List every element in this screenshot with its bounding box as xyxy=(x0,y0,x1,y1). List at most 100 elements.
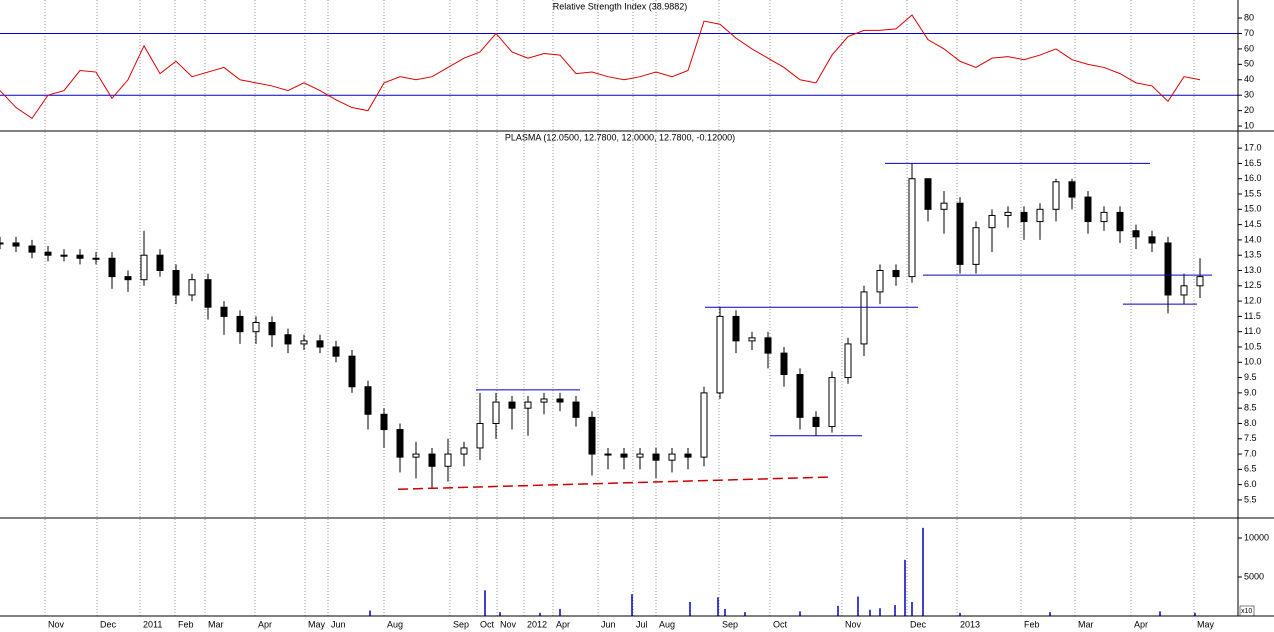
candle-body xyxy=(124,276,132,281)
candle-body xyxy=(588,416,596,455)
y-tick-label: 10.0 xyxy=(1244,357,1262,367)
y-tick-label: 11.5 xyxy=(1244,311,1261,321)
candle-body xyxy=(268,322,276,336)
y-tick-label: 14.5 xyxy=(1244,219,1262,229)
candle-body xyxy=(1052,181,1060,210)
candle-body xyxy=(332,346,340,357)
volume-bar xyxy=(1194,612,1196,616)
candle-body xyxy=(1084,196,1092,223)
x-tick-label: Dec xyxy=(100,619,117,629)
x-tick-label: Apr xyxy=(1134,619,1148,629)
candle-body xyxy=(764,337,772,354)
volume-bar xyxy=(894,605,896,616)
candle-body xyxy=(92,257,100,260)
candle-body xyxy=(892,270,900,278)
candle-body xyxy=(12,242,20,247)
x-tick-label: 2011 xyxy=(143,619,162,629)
x-tick-label: Feb xyxy=(1024,619,1040,629)
volume-bar xyxy=(484,590,486,616)
candle-body xyxy=(924,178,932,210)
x-tick-label: Sep xyxy=(453,619,469,629)
y-tick-label: 30 xyxy=(1244,90,1254,100)
candle-body xyxy=(524,401,532,409)
y-tick-label: 10.5 xyxy=(1244,341,1262,351)
y-tick-label: 17.0 xyxy=(1244,143,1262,153)
candle-body xyxy=(60,254,68,257)
candle-body xyxy=(204,279,212,308)
volume-bar xyxy=(879,608,881,616)
candle-body xyxy=(908,178,916,278)
volume-bar xyxy=(539,612,541,616)
x-tick-label: Apr xyxy=(258,619,272,629)
y-tick-label: 11.0 xyxy=(1244,326,1261,336)
y-tick-label: 20 xyxy=(1244,105,1254,115)
candle-body xyxy=(380,413,388,431)
y-tick-label: 40 xyxy=(1244,74,1254,84)
candle-body xyxy=(780,352,788,376)
y-tick-label: 8.0 xyxy=(1244,418,1257,428)
y-tick-label: 7.0 xyxy=(1244,448,1257,458)
candle-body xyxy=(364,386,372,415)
pane-title: Relative Strength Index (38.9882) xyxy=(553,1,688,11)
volume-bar xyxy=(911,601,913,616)
candle-body xyxy=(684,453,692,458)
volume-bar xyxy=(869,609,871,616)
y-tick-label: 16.5 xyxy=(1244,158,1262,168)
candle-body xyxy=(636,453,644,458)
y-tick-label: 8.5 xyxy=(1244,403,1257,413)
candle-body xyxy=(188,279,196,296)
volume-bar xyxy=(724,608,726,616)
candle-body xyxy=(492,401,500,424)
y-tick-label: 5000 xyxy=(1244,571,1264,581)
y-tick-label: 60 xyxy=(1244,43,1254,53)
volume-bar xyxy=(689,601,691,616)
candle-body xyxy=(652,453,660,461)
volume-bar xyxy=(1049,612,1051,616)
candle-body xyxy=(1068,181,1076,198)
y-tick-label: 7.5 xyxy=(1244,433,1257,443)
candle-body xyxy=(76,254,84,259)
candle-body xyxy=(444,453,452,467)
x-tick-label: Aug xyxy=(659,619,675,629)
candle-body xyxy=(540,398,548,403)
candle-body xyxy=(876,270,884,293)
volume-bar xyxy=(904,559,906,616)
x-tick-label: Sep xyxy=(722,619,738,629)
candle-body xyxy=(572,401,580,418)
candle-body xyxy=(972,227,980,265)
x-tick-label: Nov xyxy=(845,619,862,629)
y-tick-label: 10 xyxy=(1244,120,1254,130)
volume-bar xyxy=(559,608,561,616)
x-tick-label: Aug xyxy=(387,619,403,629)
volume-bar xyxy=(717,597,719,616)
y-tick-label: 9.0 xyxy=(1244,387,1257,397)
candle-body xyxy=(140,254,148,281)
candle-body xyxy=(28,245,36,253)
candle-body xyxy=(1100,211,1108,223)
volume-bar xyxy=(369,610,371,616)
trend-line xyxy=(397,476,833,490)
candle-body xyxy=(428,453,436,467)
rsi-line xyxy=(0,14,1201,120)
x-tick-label: 2013 xyxy=(960,619,980,629)
candle-body xyxy=(348,355,356,388)
volume-bar xyxy=(959,612,961,616)
x-tick-label: Oct xyxy=(480,619,495,629)
candle-body xyxy=(108,257,116,278)
candle-body xyxy=(716,315,724,394)
volume-bar xyxy=(1159,611,1161,616)
candle-body xyxy=(1180,285,1188,296)
y-tick-label: 10000 xyxy=(1244,532,1269,542)
y-tick-label: 12.0 xyxy=(1244,295,1262,305)
candle-body xyxy=(844,343,852,379)
y-tick-label: 12.5 xyxy=(1244,280,1262,290)
volume-bar xyxy=(922,527,924,616)
candle-body xyxy=(412,453,420,458)
x-tick-label: Jul xyxy=(636,619,648,629)
candle-body xyxy=(1116,211,1124,232)
candle-body xyxy=(556,398,564,403)
candle-body xyxy=(396,429,404,458)
candle-body xyxy=(620,453,628,458)
pane-title: PLASMA (12.0500, 12.7800, 12.0000, 12.78… xyxy=(505,132,735,142)
